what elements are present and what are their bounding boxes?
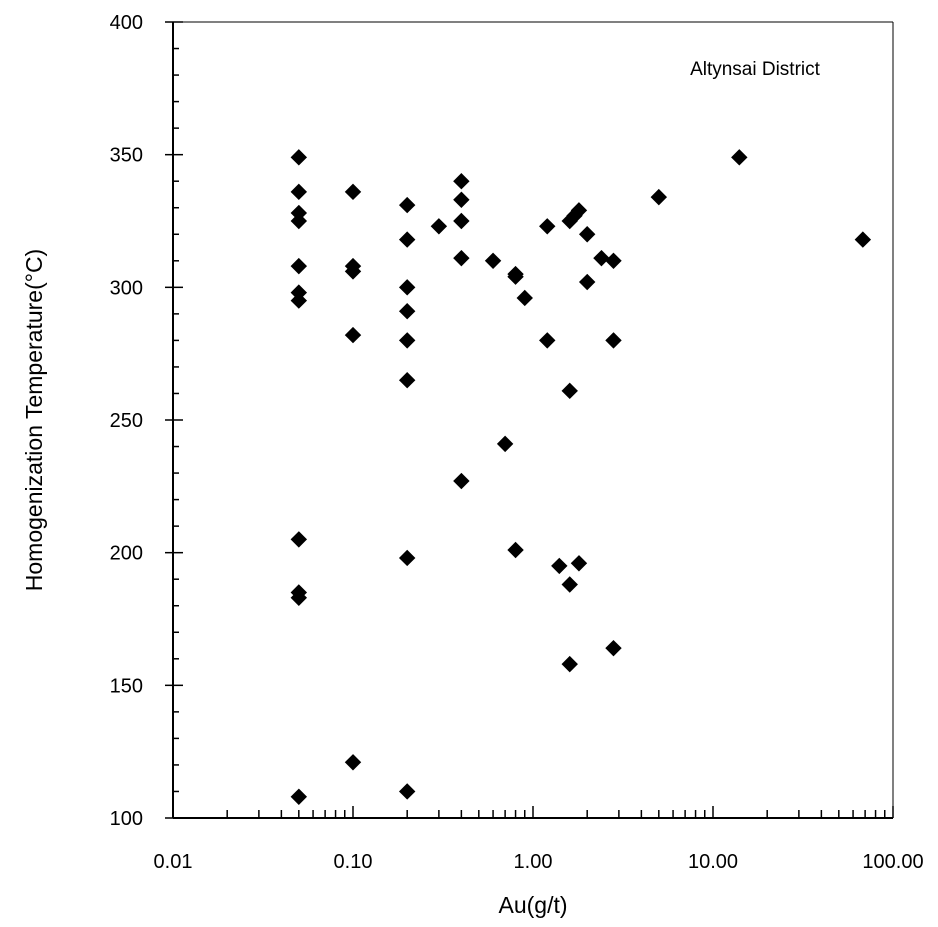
- data-point: [561, 382, 578, 400]
- x-axis-tick-labels: 0.01 0.10 1.00 10.00 100.00: [154, 851, 924, 873]
- y-axis-tick-labels: 100 150 200 250 300 350 400: [110, 12, 143, 830]
- data-point: [650, 188, 668, 206]
- data-point: [398, 371, 416, 389]
- data-point: [430, 218, 448, 235]
- data-point: [551, 557, 568, 575]
- data-point: [605, 639, 622, 657]
- data-point: [290, 589, 308, 606]
- data-point: [453, 472, 470, 490]
- data-point: [290, 257, 308, 275]
- data-point: [507, 541, 524, 559]
- data-point: [344, 326, 362, 344]
- x-tick-label: 100.00: [862, 851, 923, 873]
- data-point: [507, 268, 524, 285]
- data-points: [290, 149, 872, 805]
- data-point: [344, 263, 362, 280]
- y-tick-label: 300: [110, 277, 143, 299]
- y-axis-ticks: [165, 21, 183, 819]
- chart-annotation: Altynsai District: [690, 59, 821, 80]
- x-tick-label: 1.00: [514, 851, 553, 873]
- data-point: [484, 252, 502, 270]
- x-axis-label: Au(g/t): [498, 892, 567, 918]
- data-point: [290, 212, 308, 230]
- data-point: [453, 191, 470, 208]
- data-point: [578, 273, 596, 291]
- data-point: [290, 531, 308, 548]
- data-point: [593, 249, 610, 267]
- x-tick-label: 0.10: [334, 851, 373, 873]
- data-point: [344, 183, 362, 201]
- x-tick-label: 0.01: [154, 851, 193, 873]
- data-point: [344, 754, 362, 771]
- y-tick-label: 250: [110, 410, 143, 432]
- data-point: [398, 196, 416, 214]
- y-tick-label: 100: [110, 808, 143, 830]
- data-point: [398, 549, 416, 567]
- data-point: [398, 279, 416, 296]
- y-tick-label: 200: [110, 543, 143, 565]
- y-tick-label: 400: [110, 12, 143, 34]
- data-point: [398, 783, 416, 800]
- data-point: [496, 435, 514, 453]
- data-point: [605, 332, 622, 349]
- data-point: [561, 655, 578, 673]
- data-point: [731, 149, 748, 166]
- data-point: [398, 231, 416, 248]
- data-point: [290, 788, 308, 805]
- data-point: [570, 202, 588, 219]
- data-point: [453, 212, 470, 230]
- data-point: [290, 183, 308, 201]
- y-tick-label: 150: [110, 675, 143, 697]
- data-point: [854, 231, 872, 248]
- data-point: [539, 218, 556, 235]
- data-point: [516, 289, 533, 307]
- data-point: [578, 226, 596, 243]
- x-tick-label: 10.00: [688, 851, 738, 873]
- data-point: [605, 252, 622, 270]
- data-point: [570, 555, 588, 572]
- data-point: [398, 303, 416, 320]
- y-tick-label: 350: [110, 145, 143, 167]
- data-point: [453, 249, 470, 267]
- data-point: [561, 576, 578, 593]
- data-point: [290, 149, 308, 166]
- x-axis-ticks: [172, 806, 894, 818]
- data-point: [453, 172, 470, 190]
- data-point: [290, 292, 308, 309]
- y-axis-label: Homogenization Temperature(°C): [21, 249, 47, 591]
- data-point: [539, 332, 556, 349]
- data-point: [398, 332, 416, 349]
